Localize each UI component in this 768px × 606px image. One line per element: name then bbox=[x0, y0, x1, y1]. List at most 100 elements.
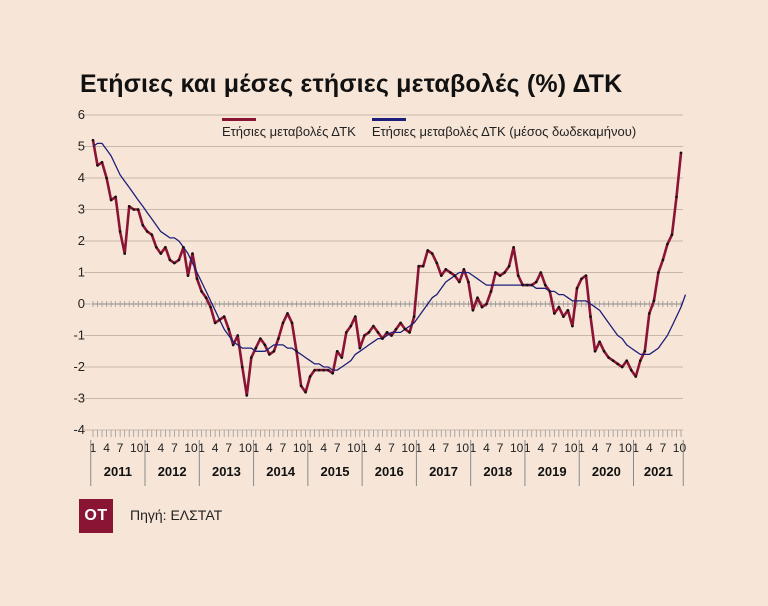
data-point-annual bbox=[679, 151, 683, 155]
x-month-label: 1 bbox=[307, 441, 314, 455]
data-point-annual bbox=[105, 176, 108, 180]
data-point-annual bbox=[602, 349, 606, 353]
data-point-annual bbox=[426, 249, 430, 252]
data-point-annual bbox=[127, 205, 131, 208]
x-year-label: 2011 bbox=[104, 464, 132, 479]
data-point-annual bbox=[670, 233, 674, 236]
data-point-annual bbox=[385, 331, 389, 334]
data-point-annual bbox=[611, 359, 615, 363]
data-point-annual bbox=[191, 252, 194, 255]
data-point-annual bbox=[381, 337, 384, 340]
data-point-annual bbox=[268, 353, 271, 356]
data-point-annual bbox=[200, 290, 203, 293]
data-point-annual bbox=[227, 327, 230, 331]
data-point-annual bbox=[412, 315, 416, 318]
data-point-annual bbox=[91, 138, 95, 142]
data-point-annual bbox=[589, 315, 592, 318]
ot-logo: OT bbox=[79, 499, 113, 533]
data-point-annual bbox=[417, 264, 420, 268]
data-point-annual bbox=[525, 283, 529, 287]
x-month-label: 4 bbox=[212, 441, 219, 455]
data-point-annual bbox=[648, 312, 651, 315]
data-point-annual bbox=[222, 315, 226, 318]
data-point-annual bbox=[503, 271, 506, 274]
data-point-annual bbox=[557, 305, 561, 309]
data-point-annual bbox=[173, 261, 176, 265]
data-point-annual bbox=[263, 343, 267, 347]
x-month-label: 10 bbox=[619, 441, 633, 455]
data-point-annual bbox=[489, 290, 493, 293]
data-point-annual bbox=[430, 252, 434, 255]
y-tick-label: 6 bbox=[78, 107, 85, 122]
data-point-annual bbox=[562, 315, 565, 318]
x-year-label: 2021 bbox=[644, 464, 673, 479]
chart-legend: Ετήσιες μεταβολές ΔΤΚ Ετήσιες μεταβολές … bbox=[222, 118, 636, 139]
data-point-annual bbox=[344, 331, 348, 334]
data-point-annual bbox=[109, 198, 113, 202]
x-year-label: 2019 bbox=[538, 464, 567, 479]
data-point-annual bbox=[218, 318, 221, 322]
data-point-annual bbox=[575, 286, 579, 290]
data-point-annual bbox=[539, 271, 543, 274]
data-point-annual bbox=[195, 277, 199, 281]
data-point-annual bbox=[186, 274, 190, 277]
data-point-annual bbox=[168, 258, 172, 262]
data-point-annual bbox=[354, 315, 357, 318]
x-month-label: 10 bbox=[456, 441, 470, 455]
data-point-annual bbox=[408, 331, 411, 334]
data-point-annual bbox=[340, 356, 344, 359]
data-point-annual bbox=[480, 305, 484, 309]
data-point-annual bbox=[534, 280, 538, 284]
data-point-annual bbox=[485, 302, 488, 306]
x-month-label: 1 bbox=[144, 441, 151, 455]
data-point-annual bbox=[530, 283, 534, 287]
data-point-annual bbox=[553, 312, 556, 315]
data-point-annual bbox=[629, 368, 633, 372]
data-point-annual bbox=[123, 252, 126, 255]
data-point-annual bbox=[394, 327, 398, 331]
x-month-label: 10 bbox=[347, 441, 361, 455]
x-month-label: 10 bbox=[293, 441, 307, 455]
data-point-annual bbox=[666, 242, 669, 246]
legend-swatch-annual bbox=[222, 118, 256, 121]
x-month-label: 1 bbox=[90, 441, 97, 455]
x-month-label: 10 bbox=[510, 441, 524, 455]
data-point-annual bbox=[182, 246, 185, 249]
data-point-annual bbox=[548, 290, 552, 293]
data-point-annual bbox=[372, 324, 375, 328]
x-year-label: 2015 bbox=[321, 464, 350, 479]
data-point-annual bbox=[231, 343, 235, 347]
data-point-annual bbox=[286, 312, 289, 315]
data-point-annual bbox=[390, 334, 393, 337]
data-point-annual bbox=[213, 321, 217, 325]
y-tick-label: 0 bbox=[78, 296, 85, 311]
data-point-annual bbox=[571, 324, 574, 328]
x-month-label: 1 bbox=[578, 441, 585, 455]
data-point-annual bbox=[421, 264, 425, 268]
x-month-label: 4 bbox=[375, 441, 382, 455]
series-line-average bbox=[92, 142, 687, 371]
x-year-label: 2013 bbox=[212, 464, 241, 479]
data-point-annual bbox=[308, 375, 312, 378]
x-month-label: 1 bbox=[415, 441, 422, 455]
data-point-annual bbox=[118, 230, 122, 233]
x-month-label: 10 bbox=[239, 441, 253, 455]
x-month-label: 1 bbox=[524, 441, 531, 455]
data-point-annual bbox=[322, 368, 325, 372]
data-point-annual bbox=[462, 268, 466, 271]
y-tick-label: -4 bbox=[73, 422, 85, 437]
y-tick-label: 4 bbox=[78, 170, 85, 185]
data-point-annual bbox=[209, 305, 212, 309]
data-point-annual bbox=[476, 296, 479, 300]
x-month-label: 7 bbox=[497, 441, 504, 455]
data-point-annual bbox=[498, 274, 502, 277]
x-month-label: 4 bbox=[266, 441, 273, 455]
data-point-annual bbox=[399, 321, 402, 325]
x-month-label: 7 bbox=[171, 441, 178, 455]
data-point-annual bbox=[331, 372, 335, 375]
x-month-label: 4 bbox=[537, 441, 544, 455]
data-point-annual bbox=[281, 321, 285, 325]
y-tick-label: 3 bbox=[78, 202, 85, 217]
y-tick-label: -2 bbox=[73, 359, 85, 374]
data-point-annual bbox=[580, 277, 583, 281]
